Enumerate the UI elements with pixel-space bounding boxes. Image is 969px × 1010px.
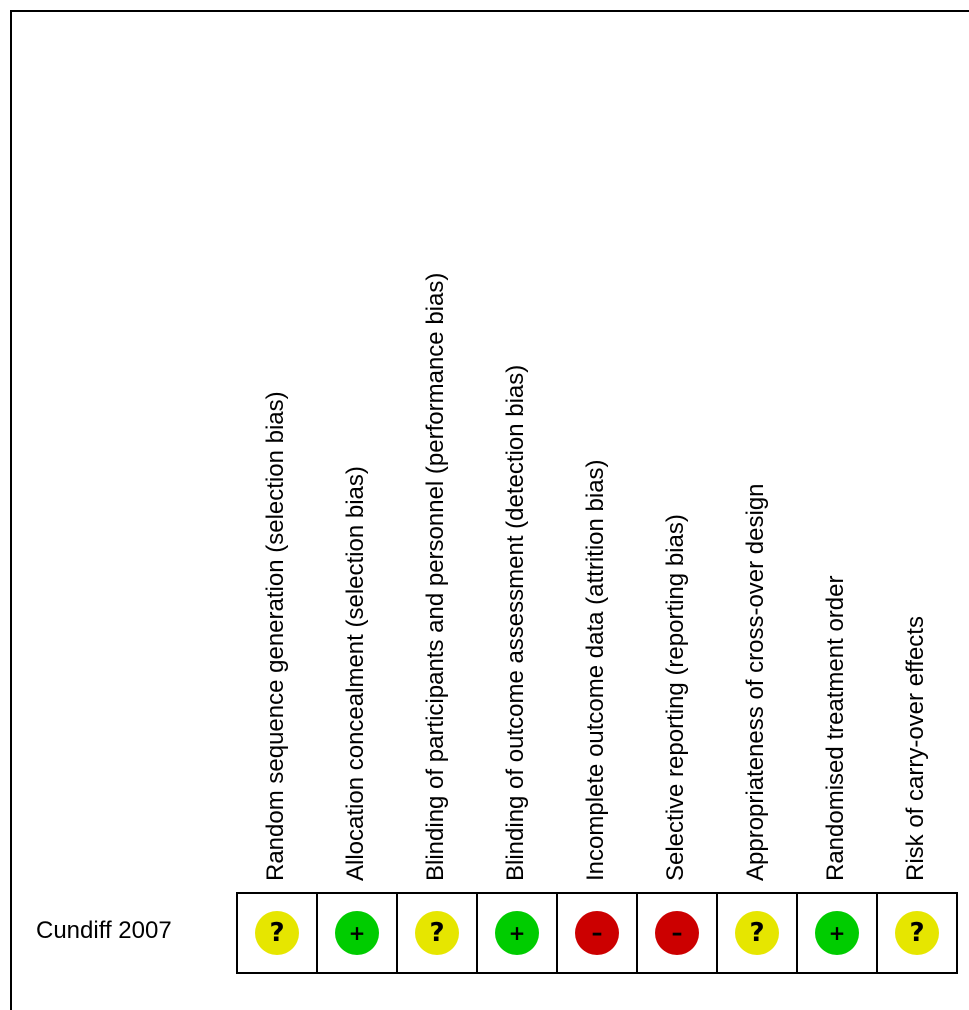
unclear-risk-icon: ? <box>735 911 779 955</box>
domain-header-label: Risk of carry-over effects <box>902 616 929 881</box>
figure-frame <box>10 10 969 1010</box>
domain-header-label: Blinding of outcome assessment (detectio… <box>502 364 529 881</box>
domain-header-label: Selective reporting (reporting bias) <box>662 514 689 881</box>
high-risk-icon: – <box>575 911 619 955</box>
risk-of-bias-grid: ? +? + – –? +? <box>236 892 958 974</box>
study-label: Cundiff 2007 <box>36 917 172 944</box>
domain-headers: Random sequence generation (selection bi… <box>262 272 929 881</box>
judgement-cell-4: + <box>478 894 558 974</box>
judgement-cell-5: – <box>558 894 638 974</box>
domain-header-label: Blinding of participants and personnel (… <box>422 272 449 881</box>
low-risk-icon: + <box>335 911 379 955</box>
judgement-cell-9: ? <box>878 894 958 974</box>
unclear-risk-icon: ? <box>895 911 939 955</box>
unclear-risk-icon: ? <box>415 911 459 955</box>
judgement-cell-1: ? <box>238 894 318 974</box>
unclear-risk-icon: ? <box>255 911 299 955</box>
domain-header-label: Appropriateness of cross-over design <box>742 483 769 881</box>
domain-header-label: Allocation concealment (selection bias) <box>342 466 369 881</box>
judgement-cell-8: + <box>798 894 878 974</box>
low-risk-icon: + <box>815 911 859 955</box>
judgement-cell-6: – <box>638 894 718 974</box>
domain-header-label: Randomised treatment order <box>822 575 849 881</box>
low-risk-icon: + <box>495 911 539 955</box>
judgement-cell-7: ? <box>718 894 798 974</box>
judgement-cell-2: + <box>318 894 398 974</box>
judgement-cell-3: ? <box>398 894 478 974</box>
domain-header-label: Random sequence generation (selection bi… <box>262 391 289 881</box>
high-risk-icon: – <box>655 911 699 955</box>
domain-header-label: Incomplete outcome data (attrition bias) <box>582 459 609 881</box>
